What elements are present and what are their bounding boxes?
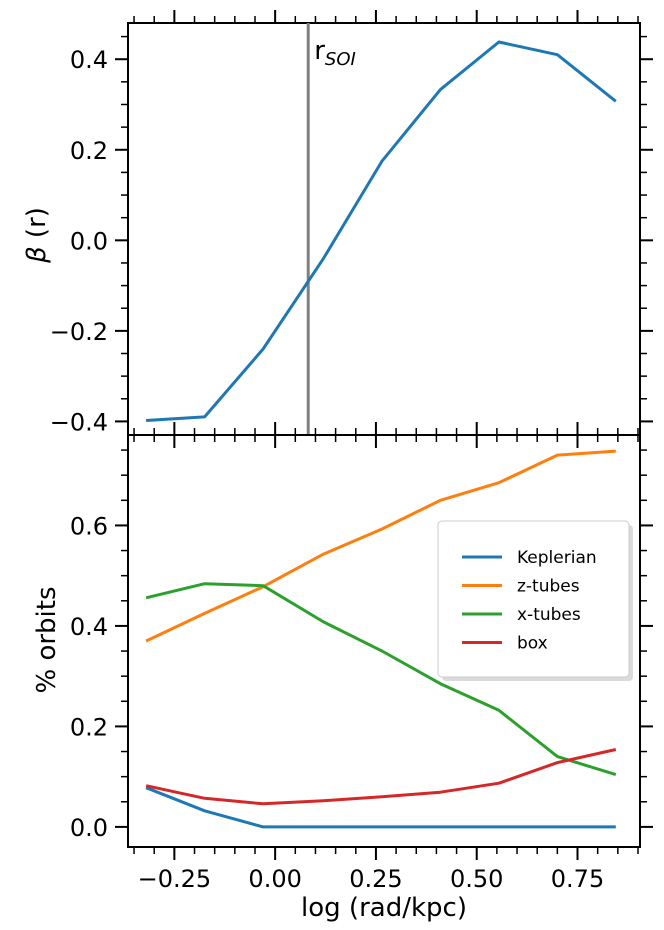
top-y-tick-label-1: −0.2 (50, 318, 108, 346)
beta-argument: (r) (22, 207, 52, 246)
x-tick-label-3: 0.50 (450, 865, 503, 893)
series-line-x-tubes (145, 582, 617, 777)
bottom-axes-frame (127, 434, 641, 848)
vline-label-rsoi: rSOI (314, 36, 356, 70)
x-tick-label-2: 0.25 (349, 865, 402, 893)
bottom-axis-ticks (115, 422, 653, 860)
bottom-y-tick-label-1: 0.2 (70, 713, 108, 741)
x-axis-label: log (rad/kpc) (301, 893, 467, 923)
bottom-x-tick-labels: −0.25 0.00 0.25 0.50 0.75 (138, 865, 605, 893)
x-tick-label-4: 0.75 (551, 865, 604, 893)
top-axes-frame (127, 22, 641, 436)
bottom-y-tick-labels: 0.0 0.2 0.4 0.6 (70, 512, 108, 841)
series-line-z-tubes (145, 449, 616, 643)
x-tick-label-1: 0.00 (248, 865, 301, 893)
bottom-y-tick-label-3: 0.6 (70, 512, 108, 540)
top-y-tick-label-2: 0.0 (70, 227, 108, 255)
top-axis-ticks (115, 10, 653, 448)
legend-label-Keplerian: Keplerian (517, 548, 597, 568)
panel-bottom-orbits: 0.0 0.2 0.4 0.6 −0.25 0.00 0.25 0.50 0.75 % orb… (32, 422, 653, 923)
legend-label-box: box (517, 634, 548, 654)
top-y-tick-labels: −0.4 −0.2 0.0 0.2 0.4 (50, 46, 108, 436)
series-line-beta (146, 40, 617, 422)
panel-top-beta: −0.4 −0.2 0.0 0.2 0.4 β (r) rSOI (22, 10, 653, 448)
vline-label-subscript: SOI (325, 49, 356, 70)
top-series (146, 23, 617, 435)
series-line-Keplerian (145, 786, 616, 829)
x-tick-label-0: −0.25 (138, 865, 212, 893)
top-y-axis-label: β (r) (22, 207, 52, 264)
legend-entries: Keplerian z-tubes x-tubes box (462, 548, 597, 654)
top-y-tick-label-0: −0.4 (50, 408, 108, 436)
legend-label-x-tubes: x-tubes (517, 605, 581, 625)
bottom-y-tick-label-0: 0.0 (70, 814, 108, 842)
legend-box (437, 520, 630, 678)
bottom-y-tick-label-2: 0.4 (70, 613, 108, 641)
top-y-tick-label-4: 0.4 (70, 46, 108, 74)
legend: Keplerian z-tubes x-tubes box (437, 520, 633, 681)
beta-symbol: β (22, 246, 52, 264)
series-line-box (145, 748, 617, 806)
top-y-tick-label-3: 0.2 (70, 137, 108, 165)
bottom-y-axis-label: % orbits (32, 586, 62, 693)
legend-label-z-tubes: z-tubes (517, 577, 580, 597)
bottom-series (145, 449, 617, 829)
